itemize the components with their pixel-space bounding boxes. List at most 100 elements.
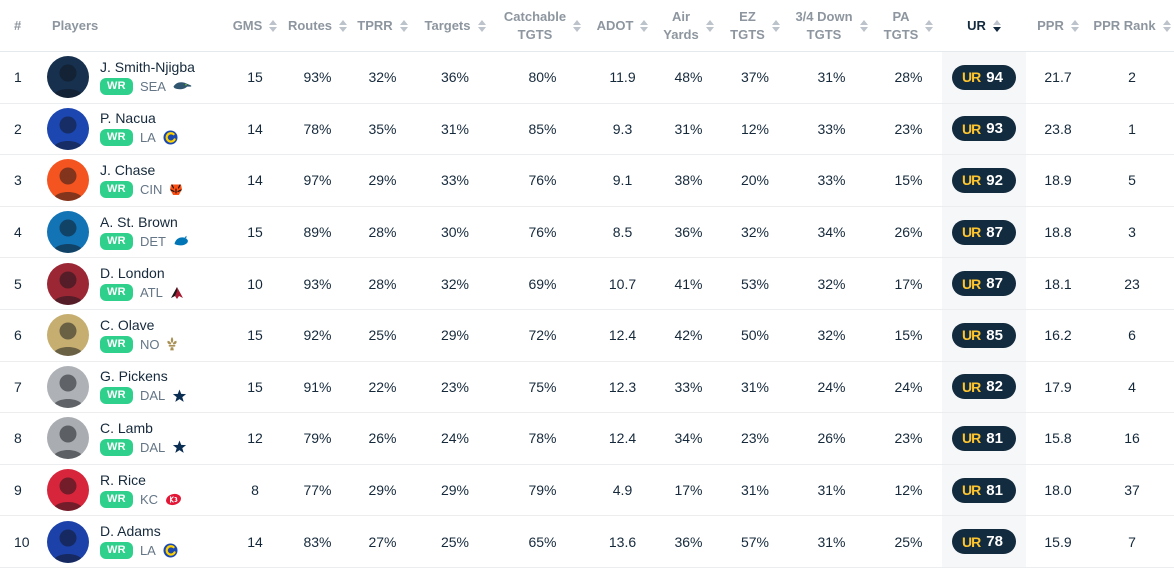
- table-row[interactable]: 2 P. Nacua WR LA 14 78% 35% 31% 85% 9.3 31% 12% 33% 2…: [0, 103, 1174, 156]
- table-row[interactable]: 3 J. Chase WR CIN 14 97% 29% 33% 76% 9.1 38% 20% 33%…: [0, 155, 1174, 207]
- player-name[interactable]: R. Rice: [100, 471, 146, 488]
- stat-ppr: 16.2: [1044, 327, 1072, 344]
- ur-logo-icon: UR: [962, 224, 981, 241]
- column-header-catchable_tgts[interactable]: Catchable TGTS: [495, 0, 590, 51]
- stat-ppr: 18.9: [1044, 172, 1072, 189]
- stat-ez_tgts: 23%: [740, 430, 770, 447]
- column-header-targets[interactable]: Targets: [415, 0, 495, 51]
- stat-ppr_rank: 1: [1128, 120, 1136, 137]
- team-abbr: KC: [139, 491, 158, 507]
- column-header-label: 3/4 Down: [795, 8, 853, 24]
- column-header-down_tgts[interactable]: 3/4 Down TGTS: [788, 0, 875, 51]
- rank-cell: 10: [14, 533, 30, 550]
- rank-cell: 4: [14, 224, 22, 241]
- ur-score: 81: [986, 429, 1003, 447]
- stat-down_tgts: 31%: [817, 69, 846, 86]
- column-header-tprr[interactable]: TPRR: [350, 0, 415, 51]
- stat-pa_tgts: 26%: [894, 224, 923, 241]
- column-header-ur[interactable]: UR: [942, 0, 1026, 51]
- stat-pa_tgts: 23%: [894, 120, 923, 137]
- table-row[interactable]: 1 J. Smith-Njigba WR SEA 15 93% 32% 36% 80% 11.9 4…: [0, 52, 1174, 104]
- player-name[interactable]: G. Pickens: [100, 368, 168, 385]
- table-row[interactable]: 4 A. St. Brown WR DET 15 89% 28% 30% 76% 8.5 36% 32…: [0, 206, 1174, 259]
- column-header-air_yards[interactable]: Air Yards: [655, 0, 722, 51]
- rank-cell: 2: [14, 120, 22, 137]
- column-header-ez_tgts[interactable]: EZ TGTS: [722, 0, 788, 51]
- stat-catchable_tgts: 72%: [528, 327, 557, 344]
- position-badge: WR: [100, 232, 133, 250]
- player-cell: G. Pickens WR DAL: [40, 362, 225, 413]
- stat-tprr: 22%: [368, 378, 397, 395]
- column-header-adot[interactable]: ADOT: [590, 0, 655, 51]
- column-header-label-line2: TGTS: [517, 26, 553, 42]
- ur-badge: UR 78: [952, 529, 1016, 555]
- column-header-label: Catchable: [503, 8, 567, 24]
- stat-ppr_rank: 6: [1128, 327, 1136, 344]
- stat-routes: 91%: [303, 378, 332, 395]
- player-name[interactable]: J. Chase: [100, 161, 156, 178]
- column-header-label: Routes: [287, 17, 333, 33]
- player-cell: D. London WR ATL: [40, 258, 225, 309]
- column-header-gms[interactable]: GMS: [225, 0, 285, 51]
- table-row[interactable]: 8 C. Lamb WR DAL 12 79% 26% 24% 78% 12.4 34% 23% 26%…: [0, 413, 1174, 465]
- stat-routes: 93%: [303, 69, 332, 86]
- column-header-routes[interactable]: Routes: [285, 0, 350, 51]
- stat-targets: 23%: [440, 378, 470, 395]
- player-name[interactable]: D. London: [100, 265, 165, 282]
- ur-score: 93: [986, 120, 1003, 138]
- column-header-label: GMS: [232, 17, 263, 33]
- player-cell: J. Chase WR CIN: [40, 155, 225, 206]
- sort-icon: [477, 20, 486, 32]
- column-header-ppr[interactable]: PPR: [1026, 0, 1090, 51]
- stat-down_tgts: 33%: [817, 172, 846, 189]
- player-name[interactable]: C. Lamb: [100, 419, 153, 436]
- player-name[interactable]: J. Smith-Njigba: [100, 58, 195, 75]
- table-row[interactable]: 9 R. Rice WR KC 8 77% 29% 29% 79% 4.9 17% 31% 31% 12%…: [0, 464, 1174, 517]
- ur-score: 87: [986, 223, 1003, 241]
- stat-tprr: 29%: [368, 482, 397, 499]
- table-row[interactable]: 10 D. Adams WR LA 14 83% 27% 25% 65% 13.6 36% 57% 31…: [0, 516, 1174, 568]
- ur-score: 87: [986, 275, 1003, 293]
- team-abbr: NO: [139, 336, 160, 352]
- player-name[interactable]: P. Nacua: [100, 110, 156, 127]
- bengals-logo: [169, 183, 183, 196]
- player-name[interactable]: A. St. Brown: [100, 213, 178, 230]
- team-abbr: LA: [139, 543, 156, 559]
- stat-ppr_rank: 5: [1128, 172, 1136, 189]
- stat-targets: 36%: [440, 69, 470, 86]
- player-avatar: [47, 107, 89, 150]
- sort-icon: [640, 20, 649, 32]
- stat-ppr_rank: 3: [1128, 224, 1136, 241]
- rams-logo: [163, 130, 178, 145]
- stat-tprr: 28%: [368, 224, 397, 241]
- stat-tprr: 35%: [368, 120, 397, 137]
- stat-adot: 12.4: [608, 327, 637, 344]
- ur-cell: UR 87: [942, 258, 1026, 309]
- stat-down_tgts: 32%: [817, 327, 846, 344]
- column-header-pa_tgts[interactable]: PA TGTS: [875, 0, 942, 51]
- stat-routes: 77%: [303, 482, 332, 499]
- player-name[interactable]: D. Adams: [100, 523, 161, 540]
- table-row[interactable]: 5 D. London WR ATL 10 93% 28% 32% 69% 10.7 41% 53% 3…: [0, 258, 1174, 310]
- position-badge: WR: [100, 387, 133, 405]
- player-name[interactable]: C. Olave: [100, 316, 155, 333]
- rank-cell: 6: [14, 327, 22, 344]
- stat-pa_tgts: 15%: [894, 327, 923, 344]
- sort-icon: [705, 20, 714, 32]
- stat-routes: 79%: [303, 430, 332, 447]
- stat-tprr: 29%: [368, 172, 397, 189]
- table-row[interactable]: 7 G. Pickens WR DAL 15 91% 22% 23% 75% 12.3 33% 31%…: [0, 361, 1174, 414]
- stat-tprr: 26%: [368, 430, 397, 447]
- stat-air_yards: 17%: [674, 482, 703, 499]
- position-badge: WR: [100, 129, 133, 147]
- column-header-label: PA: [892, 8, 910, 24]
- stat-routes: 92%: [303, 327, 332, 344]
- sort-icon: [573, 20, 582, 32]
- table-row[interactable]: 6 C. Olave WR NO 15 92% 25% 29% 72% 12.4 42% 50% 32%…: [0, 309, 1174, 362]
- stat-catchable_tgts: 80%: [528, 69, 557, 86]
- stat-gms: 15: [247, 327, 263, 344]
- column-header-label-line2: TGTS: [806, 26, 842, 42]
- stat-gms: 14: [247, 533, 263, 550]
- chiefs-logo: [165, 493, 182, 506]
- column-header-ppr_rank[interactable]: PPR Rank: [1090, 0, 1174, 51]
